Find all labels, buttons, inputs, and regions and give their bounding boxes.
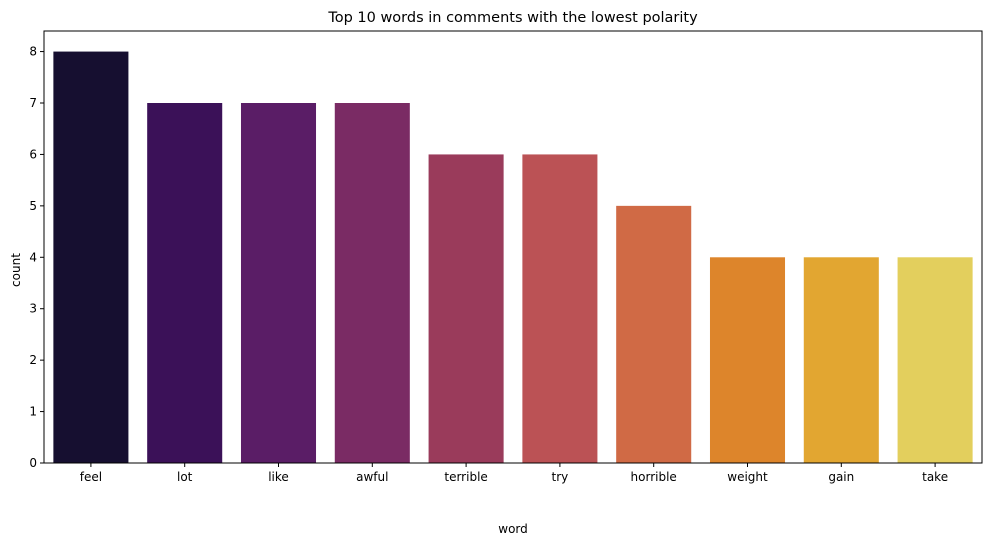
x-tick-label: awful xyxy=(356,470,388,484)
x-tick-label: terrible xyxy=(444,470,487,484)
x-tick-label: try xyxy=(552,470,569,484)
x-tick-label: gain xyxy=(828,470,854,484)
y-tick-label: 6 xyxy=(29,147,37,161)
y-tick-label: 0 xyxy=(29,456,37,470)
y-tick-label: 7 xyxy=(29,96,37,110)
y-tick-label: 1 xyxy=(29,405,37,419)
y-tick-label: 4 xyxy=(29,250,37,264)
bar-like xyxy=(240,103,317,463)
x-tick-label: take xyxy=(922,470,948,484)
bar-gain xyxy=(803,257,879,463)
bar-weight xyxy=(709,257,786,463)
x-axis-label: word xyxy=(498,522,528,536)
bar-take xyxy=(897,257,973,463)
bar-awful xyxy=(334,103,410,463)
y-tick-label: 5 xyxy=(29,199,37,213)
chart-title: Top 10 words in comments with the lowest… xyxy=(327,10,698,26)
y-tick-label: 2 xyxy=(29,353,37,367)
x-tick-label: lot xyxy=(177,470,193,484)
y-ticks-group: 0 1 2 3 4 5 6 7 8 xyxy=(29,45,44,470)
x-tick-label: feel xyxy=(80,470,102,484)
x-tick-label: weight xyxy=(727,470,768,484)
bar-try xyxy=(522,154,598,463)
bar-horrible xyxy=(616,205,692,464)
bars-group xyxy=(53,51,973,464)
bar-lot xyxy=(147,103,223,463)
y-axis-label: count xyxy=(9,253,23,287)
y-tick-label: 3 xyxy=(29,302,37,316)
bar-feel xyxy=(53,51,129,463)
y-tick-label: 8 xyxy=(29,45,37,59)
x-ticks-group: feel lot like awful terrible try horrible weigh… xyxy=(80,463,948,484)
bar-terrible xyxy=(428,154,504,463)
plot-frame xyxy=(43,30,983,464)
x-tick-label: horrible xyxy=(631,470,677,484)
x-tick-label: like xyxy=(268,470,289,484)
